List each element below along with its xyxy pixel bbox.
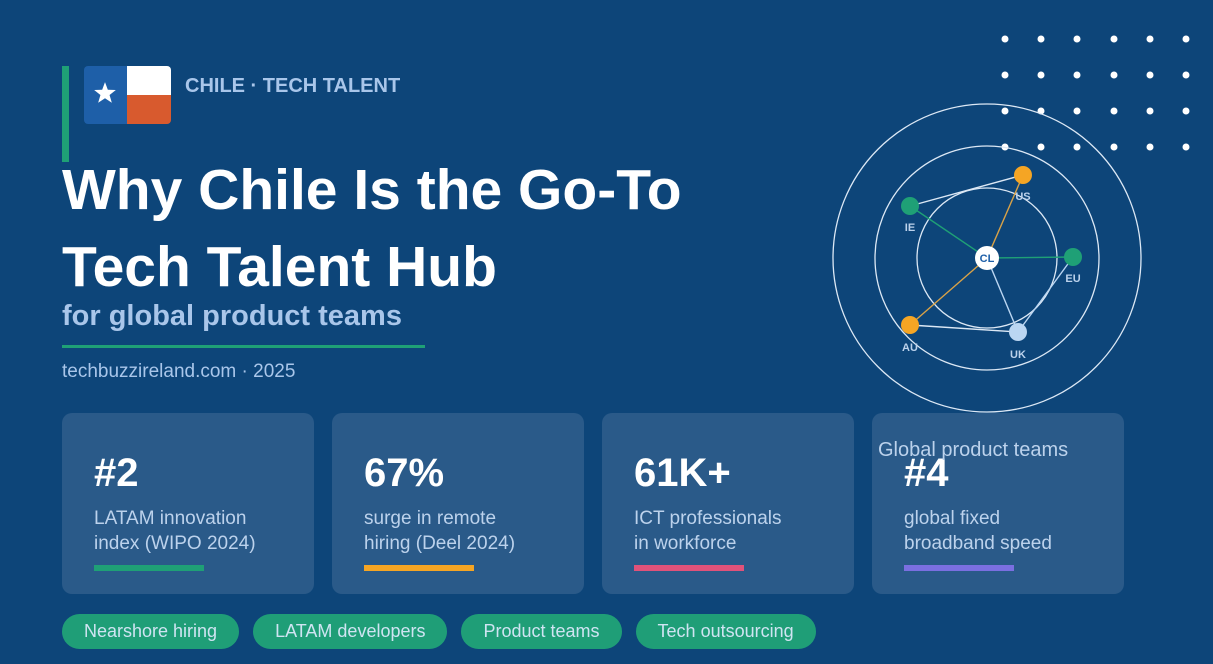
stat-description: ICT professionals in workforce [634,508,782,554]
chile-flag-icon [84,66,171,124]
tag-nearshore-hiring[interactable]: Nearshore hiring [62,614,240,649]
tag-latam-developers[interactable]: LATAM developers [253,614,448,649]
tag-product-teams[interactable]: Product teams [461,614,622,649]
stat-value: 67% [364,451,445,495]
svg-text:IE: IE [905,222,915,234]
stat-card-innovation: #2 LATAM innovation index (WIPO 2024) [62,413,314,594]
subtitle-underline [62,345,425,348]
title-line-1: Why Chile Is the Go-To [62,158,682,222]
svg-text:AU: AU [902,342,918,354]
stat-card-ict-professionals: 61K+ ICT professionals in workforce [602,413,854,594]
page-title: Why Chile Is the Go-To Tech Talent Hub [62,152,682,306]
stat-value: #4 [904,451,949,495]
stat-value: 61K+ [634,451,731,495]
svg-text:US: US [1015,191,1030,203]
stat-accent-bar [364,565,474,571]
stat-accent-bar [634,565,744,571]
stat-value: #2 [94,451,139,495]
svg-text:EU: EU [1065,273,1080,285]
node-us: US [1014,166,1032,203]
node-au: AU [901,316,919,354]
svg-text:CL: CL [980,253,995,265]
stat-description: LATAM innovation index (WIPO 2024) [94,508,256,554]
eyebrow-label: CHILE · TECH TALENT [185,75,401,97]
star-icon [94,82,116,103]
stat-description: surge in remote hiring (Deel 2024) [364,508,516,554]
tag-tech-outsourcing[interactable]: Tech outsourcing [635,614,816,649]
node-eu: EU [1064,248,1082,285]
stat-card-remote-hiring: 67% surge in remote hiring (Deel 2024) [332,413,584,594]
node-cl-center: CL [975,246,999,270]
site-credit: techbuzzireland.com · 2025 [62,361,296,382]
node-ie: IE [901,197,919,234]
node-uk: UK [1009,323,1027,361]
network-diagram: US IE EU AU UK CL [832,103,1142,413]
stat-accent-bar [94,565,204,571]
stat-card-broadband: #4 Global product teams global fixed bro… [872,413,1124,594]
tag-list: Nearshore hiring LATAM developers Produc… [62,614,816,649]
subtitle: for global product teams [62,300,402,332]
overlay-label: Global product teams [878,439,1069,461]
accent-bar [62,66,69,162]
title-line-2: Tech Talent Hub [62,235,497,299]
svg-text:UK: UK [1010,349,1026,361]
stat-description: global fixed broadband speed [904,508,1052,554]
stat-accent-bar [904,565,1014,571]
